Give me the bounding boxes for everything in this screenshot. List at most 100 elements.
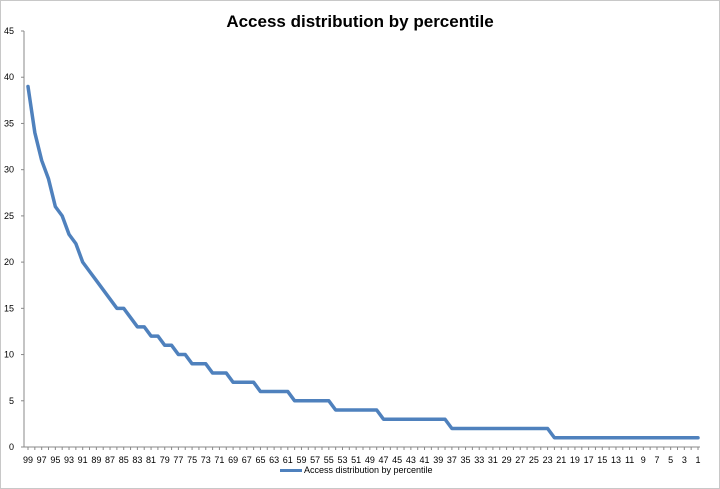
x-tick-label: 51 bbox=[351, 455, 361, 465]
series-line bbox=[26, 84, 700, 440]
data-point bbox=[656, 436, 658, 439]
data-point bbox=[533, 427, 535, 430]
x-tick-label: 1 bbox=[695, 455, 700, 465]
data-point bbox=[232, 381, 234, 384]
x-tick-label: 19 bbox=[570, 455, 580, 465]
x-tick-label: 25 bbox=[529, 455, 539, 465]
data-point bbox=[300, 399, 303, 402]
data-point bbox=[697, 436, 699, 439]
data-point bbox=[163, 344, 166, 347]
data-point bbox=[204, 363, 207, 365]
data-point bbox=[526, 427, 528, 430]
legend-label: Access distribution by percentile bbox=[304, 465, 433, 475]
data-point bbox=[280, 390, 282, 393]
data-point bbox=[587, 436, 590, 439]
data-point bbox=[61, 215, 63, 217]
legend-swatch bbox=[280, 468, 302, 472]
data-point bbox=[245, 381, 248, 384]
data-point bbox=[471, 427, 474, 430]
data-point bbox=[54, 205, 57, 208]
y-tick-label: 40 bbox=[4, 72, 14, 82]
x-tick-label: 63 bbox=[269, 455, 279, 465]
data-point bbox=[252, 381, 255, 384]
x-tick-label: 17 bbox=[584, 455, 594, 465]
x-tick-label: 11 bbox=[625, 455, 634, 465]
data-point bbox=[546, 427, 549, 430]
chart-title: Access distribution by percentile bbox=[226, 12, 494, 31]
data-point bbox=[157, 335, 159, 337]
data-point bbox=[635, 436, 638, 439]
series-layer bbox=[26, 84, 700, 440]
data-point bbox=[307, 399, 310, 402]
x-tick-label: 55 bbox=[324, 455, 334, 465]
x-tick-label: 85 bbox=[119, 455, 129, 465]
x-tick-label: 13 bbox=[611, 455, 621, 465]
y-tick-label: 15 bbox=[4, 303, 14, 313]
data-point bbox=[150, 335, 152, 337]
data-point bbox=[444, 418, 446, 421]
data-point bbox=[560, 436, 563, 439]
data-point bbox=[266, 390, 269, 393]
data-point bbox=[621, 436, 624, 439]
data-point bbox=[567, 436, 569, 439]
data-point bbox=[628, 436, 631, 439]
data-point bbox=[676, 436, 679, 439]
x-tick-label: 79 bbox=[160, 455, 170, 465]
x-tick-label: 21 bbox=[556, 455, 566, 465]
data-point bbox=[519, 427, 522, 430]
data-point bbox=[273, 390, 275, 393]
y-tick-label: 45 bbox=[4, 26, 14, 36]
x-tick-label: 37 bbox=[447, 455, 457, 465]
x-tick-label: 75 bbox=[187, 455, 197, 465]
data-point bbox=[88, 270, 91, 273]
x-tick-label: 59 bbox=[296, 455, 306, 465]
data-point bbox=[669, 436, 672, 439]
data-point bbox=[430, 418, 433, 421]
axes bbox=[23, 31, 700, 448]
data-point bbox=[615, 436, 617, 439]
data-point bbox=[184, 353, 187, 356]
data-point bbox=[498, 427, 501, 430]
data-point bbox=[225, 372, 228, 374]
x-tick-label: 95 bbox=[50, 455, 60, 465]
x-tick-label: 69 bbox=[228, 455, 238, 465]
data-point bbox=[389, 418, 392, 421]
data-point bbox=[574, 436, 576, 439]
data-point bbox=[683, 436, 686, 439]
x-tick-label: 41 bbox=[420, 455, 430, 465]
data-point bbox=[403, 418, 405, 421]
x-tick-label: 57 bbox=[310, 455, 320, 465]
x-tick-label: 99 bbox=[23, 455, 33, 465]
x-tick-label: 23 bbox=[543, 455, 553, 465]
x-tick-label: 15 bbox=[597, 455, 607, 465]
data-point bbox=[375, 409, 378, 411]
data-point bbox=[81, 261, 84, 263]
y-tick-label: 10 bbox=[4, 350, 14, 360]
data-point bbox=[594, 436, 597, 439]
data-point bbox=[464, 427, 467, 430]
x-tick-label: 93 bbox=[64, 455, 74, 465]
data-point bbox=[34, 131, 36, 134]
x-tick-label: 9 bbox=[641, 455, 646, 465]
x-tick-label: 83 bbox=[132, 455, 142, 465]
data-point bbox=[663, 436, 665, 439]
data-point bbox=[478, 427, 481, 430]
data-point bbox=[512, 427, 515, 430]
legend: Access distribution by percentile bbox=[280, 463, 433, 477]
data-point bbox=[109, 298, 111, 300]
data-point bbox=[328, 399, 330, 402]
data-point bbox=[129, 316, 132, 319]
data-point bbox=[122, 307, 125, 310]
data-point bbox=[396, 418, 398, 421]
data-point bbox=[116, 307, 118, 310]
data-point bbox=[191, 363, 193, 365]
data-point bbox=[47, 178, 50, 180]
data-point bbox=[68, 233, 70, 236]
data-point bbox=[362, 409, 364, 411]
x-tick-label: 27 bbox=[515, 455, 525, 465]
y-tick-label: 30 bbox=[4, 165, 14, 175]
x-tick-label: 91 bbox=[78, 455, 88, 465]
x-tick-label: 33 bbox=[474, 455, 484, 465]
x-tick-label: 97 bbox=[37, 455, 47, 465]
